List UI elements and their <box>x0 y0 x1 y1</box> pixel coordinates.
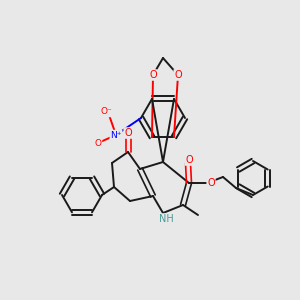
Text: O: O <box>174 70 182 80</box>
Text: N⁺: N⁺ <box>110 130 122 140</box>
Text: O⁻: O⁻ <box>100 107 112 116</box>
Text: O: O <box>207 178 215 188</box>
Text: O: O <box>124 128 132 138</box>
Text: O: O <box>94 139 101 148</box>
Text: O: O <box>149 70 157 80</box>
Text: NH: NH <box>159 214 173 224</box>
Text: O: O <box>185 155 193 165</box>
